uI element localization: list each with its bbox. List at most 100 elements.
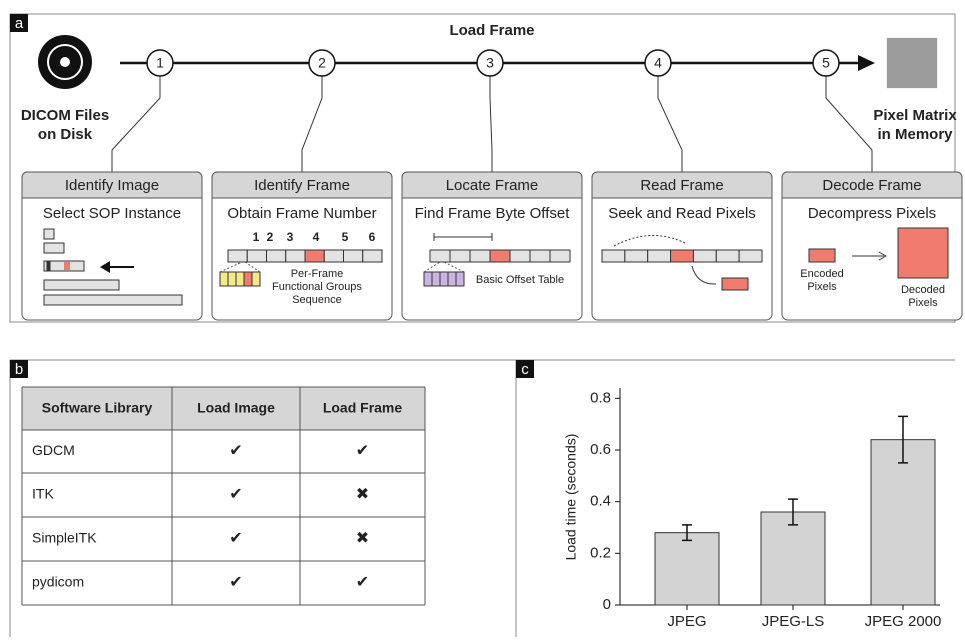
illustration — [244, 272, 252, 286]
illustration — [716, 250, 739, 262]
illustration — [671, 250, 694, 262]
table-cell: ✔ — [229, 530, 242, 547]
step-task: Obtain Frame Number — [227, 205, 376, 222]
panel-label: b — [15, 361, 23, 378]
panel-label: c — [521, 361, 529, 378]
illustration — [236, 272, 244, 286]
pipeline-title: Load Frame — [449, 22, 534, 39]
illustration — [722, 278, 748, 290]
illustration — [648, 250, 671, 262]
groups-label: Functional Groups — [272, 281, 362, 293]
step-task: Seek and Read Pixels — [608, 205, 756, 222]
illustration — [898, 228, 948, 278]
table-cell: ✔ — [356, 574, 369, 591]
frame-number: 5 — [342, 230, 349, 244]
illustration — [448, 272, 456, 286]
illustration — [470, 250, 490, 262]
connector — [302, 76, 322, 172]
y-tick-label: 0.6 — [590, 441, 611, 458]
connector — [658, 76, 682, 172]
frame-number: 6 — [369, 230, 376, 244]
step-task: Decompress Pixels — [808, 205, 936, 222]
illustration — [424, 272, 432, 286]
source-label: DICOM Files — [21, 107, 109, 124]
illustration — [44, 295, 182, 305]
illustration — [430, 250, 450, 262]
illustration — [247, 250, 266, 262]
figure: a b c Load Frame DICOM Files on Disk Pixel Mat… — [0, 0, 965, 637]
step-header: Locate Frame — [446, 177, 539, 194]
illustration — [739, 250, 762, 262]
illustration — [456, 272, 464, 286]
y-tick-label: 0.4 — [590, 493, 611, 510]
x-tick-label: JPEG 2000 — [865, 613, 942, 630]
panel-label: a — [15, 15, 24, 32]
frame-number: 2 — [267, 230, 274, 244]
pixel-matrix — [887, 38, 937, 88]
illustration — [625, 250, 648, 262]
illustration — [228, 250, 247, 262]
groups-label: Per-Frame — [291, 268, 344, 280]
timeline-arrow — [858, 55, 875, 71]
table-cell: ✔ — [229, 486, 242, 503]
illustration — [305, 250, 324, 262]
illustration — [267, 250, 286, 262]
table-cell: ✔ — [229, 574, 242, 591]
step-number: 5 — [822, 55, 830, 71]
illustration — [450, 250, 470, 262]
step-number: 3 — [486, 55, 494, 71]
offset-label: Basic Offset Table — [476, 274, 564, 286]
disk-hole — [60, 57, 70, 67]
illustration — [809, 249, 835, 262]
decoded-label: Decoded — [901, 284, 945, 296]
bar — [871, 440, 935, 605]
x-tick-label: JPEG — [667, 613, 706, 630]
y-tick-label: 0 — [603, 596, 611, 613]
illustration — [363, 250, 382, 262]
illustration — [228, 272, 236, 286]
illustration — [432, 272, 440, 286]
step-header: Identify Frame — [254, 177, 350, 194]
table-cell: ✖ — [356, 486, 369, 503]
step-number: 4 — [654, 55, 662, 71]
encoded-label: Encoded — [800, 268, 843, 280]
illustration — [220, 272, 228, 286]
table-cell: pydicom — [32, 574, 84, 590]
illustration — [530, 250, 550, 262]
illustration — [252, 272, 260, 286]
illustration — [693, 250, 716, 262]
step-header: Read Frame — [640, 177, 723, 194]
bar — [761, 512, 825, 605]
step-header: Decode Frame — [822, 177, 921, 194]
table-header: Load Frame — [323, 400, 403, 416]
table-cell: ✔ — [229, 443, 242, 460]
y-tick-label: 0.8 — [590, 389, 611, 406]
step-number: 2 — [318, 55, 326, 71]
illustration — [44, 229, 54, 239]
illustration — [47, 262, 50, 270]
table-cell: ITK — [32, 486, 54, 502]
y-tick-label: 0.2 — [590, 544, 611, 561]
illustration — [44, 280, 119, 290]
connector — [490, 76, 492, 172]
frame-number: 4 — [313, 230, 320, 244]
step-header: Identify Image — [65, 177, 159, 194]
illustration — [490, 250, 510, 262]
illustration — [286, 250, 305, 262]
illustration — [44, 243, 64, 253]
frame-number: 1 — [253, 230, 260, 244]
table-cell: SimpleITK — [32, 530, 97, 546]
connector — [826, 76, 872, 172]
table-header: Load Image — [197, 400, 275, 416]
illustration — [344, 250, 363, 262]
connector — [112, 76, 160, 172]
illustration — [510, 250, 530, 262]
table-cell: ✖ — [356, 530, 369, 547]
target-label: in Memory — [877, 126, 953, 143]
source-label: on Disk — [38, 126, 93, 143]
step-task: Find Frame Byte Offset — [415, 205, 571, 222]
illustration — [602, 250, 625, 262]
illustration — [550, 250, 570, 262]
illustration — [440, 272, 448, 286]
target-label: Pixel Matrix — [873, 107, 957, 124]
